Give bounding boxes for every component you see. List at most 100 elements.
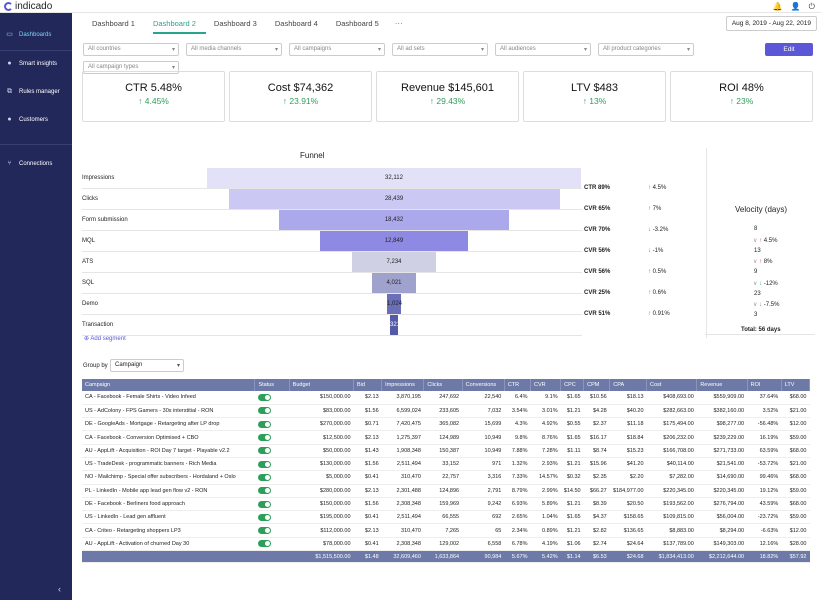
total-cell: $24.68 xyxy=(609,550,647,564)
table-cell: $8,294.00 xyxy=(696,523,748,538)
table-row[interactable]: DE - GoogleAds - Mortgage - Retargeting … xyxy=(82,417,810,432)
table-row[interactable]: NO - Mailchimp - Special offer subscribe… xyxy=(82,470,810,485)
status-toggle[interactable] xyxy=(257,420,271,428)
status-toggle[interactable] xyxy=(257,500,271,508)
tab-dashboard-5[interactable]: Dashboard 5 xyxy=(335,19,379,28)
table-cell: NO - Mailchimp - Special offer subscribe… xyxy=(82,470,255,485)
filter-audiences[interactable]: All audiences xyxy=(495,43,591,56)
column-header[interactable]: CPM xyxy=(583,379,611,391)
group-by-select[interactable]: Campaign xyxy=(110,359,184,372)
filter-campaigns[interactable]: All campaigns xyxy=(289,43,385,56)
filter-campaign-types[interactable]: All campaign types xyxy=(83,61,179,74)
table-cell: 7,032 xyxy=(462,404,505,419)
funnel-stage-label: Impressions xyxy=(82,175,115,181)
column-header[interactable]: CTR xyxy=(504,379,531,391)
status-toggle[interactable] xyxy=(257,460,271,468)
edit-button[interactable]: Edit xyxy=(765,43,813,56)
sidebar-item-dashboards[interactable]: ▭ Dashboards xyxy=(6,31,51,38)
arrow-down-icon: ↓ xyxy=(648,227,653,233)
table-row[interactable]: DE - Facebook - Berliners food approach $… xyxy=(82,497,810,512)
column-header[interactable]: LTV xyxy=(781,379,811,391)
column-header[interactable]: Status xyxy=(254,379,290,391)
funnel-bar[interactable]: 7,234 xyxy=(352,252,436,272)
table-cell: $1.65 xyxy=(560,510,584,525)
status-toggle[interactable] xyxy=(257,513,271,521)
collapse-chevron-icon[interactable]: ‹ xyxy=(58,584,61,594)
column-header[interactable]: CPC xyxy=(560,379,585,391)
sidebar-item-label: Dashboards xyxy=(19,31,52,38)
table-row[interactable]: CA - Facebook - Conversion Optimised + C… xyxy=(82,430,810,445)
table-row[interactable]: AU - AppLift - Activation of churned Day… xyxy=(82,537,810,552)
conversion-rate-delta: ↑ 0.91% xyxy=(648,311,670,317)
column-header[interactable]: CPA xyxy=(609,379,648,391)
funnel-stage-label: Demo xyxy=(82,301,99,307)
table-row[interactable]: CA - Facebook - Female Shirts - Video In… xyxy=(82,391,810,405)
table-cell: $0.55 xyxy=(560,417,584,432)
sidebar-item-customers[interactable]: ● Customers xyxy=(6,116,48,123)
column-header[interactable]: Campaign xyxy=(82,379,256,391)
status-toggle[interactable] xyxy=(257,447,271,455)
filter-ad-sets[interactable]: All ad sets xyxy=(392,43,488,56)
date-range-picker[interactable]: Aug 8, 2019 - Aug 22, 2019 xyxy=(725,16,817,31)
rules-icon: ⧉ xyxy=(7,88,12,95)
column-header[interactable]: ROI xyxy=(747,379,782,391)
bell-icon[interactable]: 🔔 xyxy=(772,2,783,11)
funnel-bar[interactable]: 321 xyxy=(390,315,400,335)
table-body: CA - Facebook - Female Shirts - Video In… xyxy=(82,391,810,564)
table-cell: $239,229.00 xyxy=(696,430,748,445)
funnel-gridline xyxy=(82,314,582,315)
filter-countries[interactable]: All countries xyxy=(83,43,179,56)
table-row[interactable]: US - AdColony - FPS Gamers - 30s interst… xyxy=(82,404,810,419)
filter-media-channels[interactable]: All media channels xyxy=(186,43,282,56)
funnel-bar[interactable]: 32,112 xyxy=(207,168,581,188)
delta-value: 0.91% xyxy=(652,311,670,317)
table-row[interactable]: US - TradeDesk - programmatic banners - … xyxy=(82,457,810,472)
status-toggle[interactable] xyxy=(257,540,271,548)
user-icon[interactable]: 👤 xyxy=(790,2,801,11)
table-row[interactable]: US - LinkedIn - Lead gen affluent $195,00… xyxy=(82,510,810,525)
chevron-down-icon: ∨ xyxy=(753,302,760,308)
tab-dashboard-1[interactable]: Dashboard 1 xyxy=(92,19,135,28)
column-header[interactable]: Budget xyxy=(289,379,355,391)
funnel-bar[interactable]: 18,432 xyxy=(279,210,509,230)
status-cell xyxy=(254,510,290,525)
table-row[interactable]: CA - Criteo - Retargeting shoppers LP3 $1… xyxy=(82,523,810,538)
table-cell: $20.50 xyxy=(609,497,647,512)
status-toggle[interactable] xyxy=(257,487,271,495)
tab-dashboard-3[interactable]: Dashboard 3 xyxy=(213,19,257,28)
column-header[interactable]: CVR xyxy=(530,379,562,391)
status-toggle[interactable] xyxy=(257,527,271,535)
tab-dashboard-2[interactable]: Dashboard 2 xyxy=(152,19,206,34)
sidebar-item-label: Smart insights xyxy=(19,60,58,67)
power-icon[interactable]: ⏻ xyxy=(808,2,815,11)
table-cell: 2,301,488 xyxy=(381,484,424,498)
status-toggle[interactable] xyxy=(257,473,271,481)
status-toggle[interactable] xyxy=(257,407,271,415)
table-cell: $10.56 xyxy=(583,391,610,405)
status-toggle[interactable] xyxy=(257,393,271,401)
kpi-card-revenue: Revenue $145,601 ↑ 29.43% xyxy=(376,71,519,122)
column-header[interactable]: Cost xyxy=(646,379,698,391)
table-row[interactable]: AU - AppLift - Acquisition - ROI Day 7 t… xyxy=(82,444,810,458)
sidebar-item-connections[interactable]: ⑂ Connections xyxy=(6,160,52,167)
column-header[interactable]: Clicks xyxy=(423,379,463,391)
sidebar-item-smart-insights[interactable]: ● Smart insights xyxy=(6,60,57,67)
filter-product-categories[interactable]: All product categories xyxy=(598,43,694,56)
table-cell: CA - Facebook - Conversion Optimised + C… xyxy=(82,430,255,445)
funnel-bar[interactable]: 12,849 xyxy=(320,231,468,251)
more-tabs-icon[interactable]: ··· xyxy=(394,19,403,28)
funnel-bar[interactable]: 4,021 xyxy=(372,273,416,293)
tab-dashboard-4[interactable]: Dashboard 4 xyxy=(274,19,318,28)
column-header[interactable]: Conversions xyxy=(462,379,505,391)
status-toggle[interactable] xyxy=(257,434,271,442)
sidebar-item-rules-manager[interactable]: ⧉ Rules manager xyxy=(6,88,60,95)
funnel-bar[interactable]: 1,024 xyxy=(387,294,402,314)
table-row[interactable]: PL - LinkedIn - Mobile app lead gen flow… xyxy=(82,484,810,498)
column-header[interactable]: Revenue xyxy=(696,379,748,391)
column-header[interactable]: Bid xyxy=(353,379,383,391)
add-segment-button[interactable]: ⊕ Add segment xyxy=(84,335,126,342)
column-header[interactable]: Impressions xyxy=(381,379,425,391)
table-cell: 2,308,348 xyxy=(381,497,424,512)
logo[interactable]: indicado xyxy=(4,1,52,12)
funnel-bar[interactable]: 28,439 xyxy=(228,189,560,209)
